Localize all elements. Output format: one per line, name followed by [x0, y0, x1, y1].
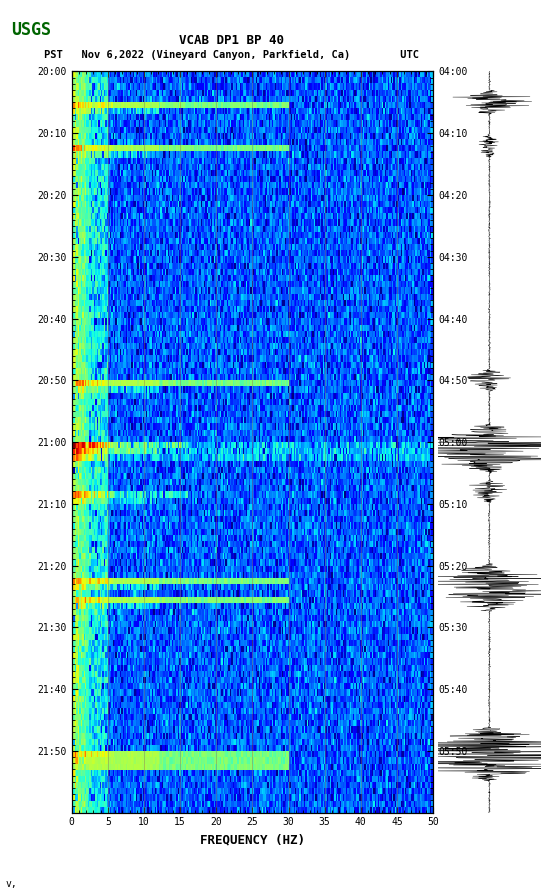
Text: PST   Nov 6,2022 (Vineyard Canyon, Parkfield, Ca)        UTC: PST Nov 6,2022 (Vineyard Canyon, Parkfie…: [44, 50, 420, 61]
Text: VCAB DP1 BP 40: VCAB DP1 BP 40: [179, 34, 284, 46]
Text: v,: v,: [6, 879, 17, 889]
X-axis label: FREQUENCY (HZ): FREQUENCY (HZ): [200, 833, 305, 846]
Text: USGS: USGS: [11, 21, 51, 38]
